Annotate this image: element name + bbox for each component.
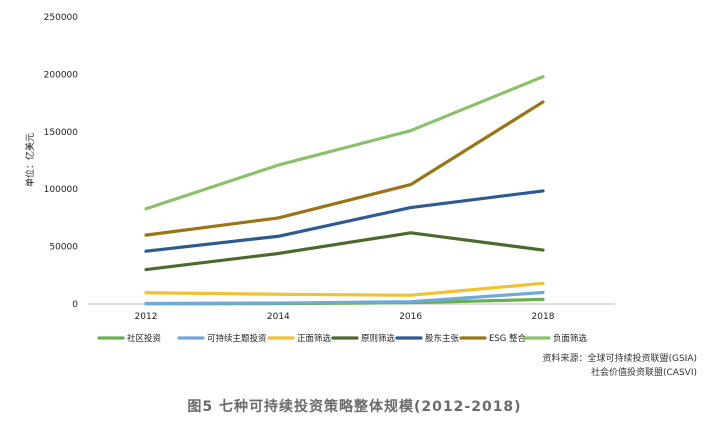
series-line (144, 281, 545, 297)
x-tick-label: 2018 (532, 312, 555, 322)
source-line-1: 资料来源：全球可持续投资联盟(GSIA) (542, 354, 697, 364)
series-line (144, 100, 545, 237)
series-line (144, 231, 545, 272)
legend-item: ESG 整合 (459, 333, 527, 344)
legend-label: 原则筛选 (361, 333, 396, 344)
legend-label: 正面筛选 (297, 333, 332, 344)
y-tick-label: 50000 (49, 243, 78, 253)
legend-label: 社区投资 (127, 333, 162, 344)
y-tick-label: 250000 (44, 13, 79, 23)
legend-item: 社区投资 (97, 333, 162, 344)
y-tick-label: 0 (72, 300, 78, 310)
figure-caption: 图5 七种可持续投资策略整体规模(2012-2018) (187, 399, 522, 415)
legend-item: 正面筛选 (267, 333, 332, 344)
y-axis-label: 单位：亿美元 (24, 133, 36, 187)
legend-label: ESG 整合 (489, 333, 527, 344)
y-tick-label: 100000 (44, 185, 79, 195)
series-line (144, 75, 545, 211)
chart-series-layer (144, 75, 545, 306)
series-line (144, 189, 545, 253)
series-line (144, 290, 545, 306)
legend-label: 股东主张 (425, 333, 460, 344)
legend-item: 原则筛选 (331, 333, 396, 344)
y-tick-label: 150000 (44, 128, 79, 138)
x-tick-label: 2014 (267, 312, 290, 322)
legend-item: 可持续主题投资 (177, 333, 267, 344)
chart-legend: 社区投资 可持续主题投资 正面筛选 原则筛选 股东主张 ESG 整合 负面筛选 (97, 333, 588, 344)
y-tick-label: 200000 (44, 70, 79, 80)
chart-axes: 0 50000 100000 150000 200000 250000 2012 2014 20… (44, 13, 615, 322)
legend-item: 股东主张 (395, 333, 460, 344)
legend-item: 负面筛选 (523, 333, 588, 344)
legend-label: 负面筛选 (553, 333, 588, 344)
source-line-2: 社会价值投资联盟(CASVI) (591, 368, 697, 378)
x-tick-label: 2012 (135, 312, 158, 322)
x-tick-label: 2016 (399, 312, 422, 322)
legend-label: 可持续主题投资 (207, 333, 267, 344)
source-note: 资料来源：全球可持续投资联盟(GSIA) 社会价值投资联盟(CASVI) (542, 352, 697, 380)
